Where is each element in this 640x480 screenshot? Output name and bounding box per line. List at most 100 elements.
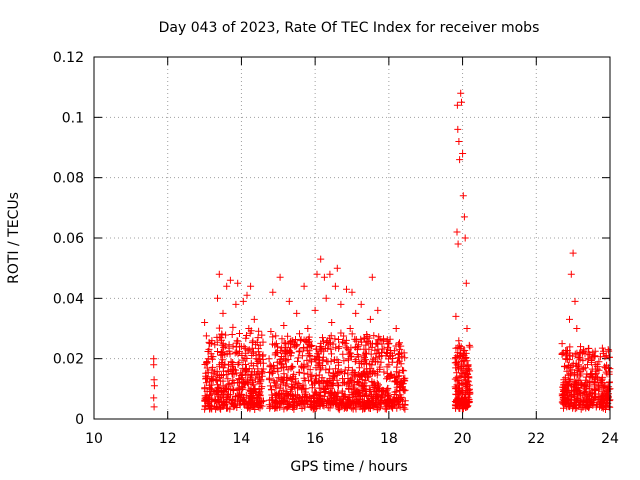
data-point: [585, 403, 592, 411]
data-point: [295, 369, 303, 377]
data-point: [374, 358, 382, 366]
data-point: [249, 379, 256, 387]
data-point: [366, 315, 374, 323]
data-point: [296, 330, 303, 338]
data-point: [394, 397, 402, 405]
data-point: [328, 350, 335, 358]
data-point: [287, 349, 295, 357]
data-point: [239, 396, 247, 404]
data-point: [254, 334, 262, 342]
data-point: [320, 377, 328, 385]
data-point: [455, 365, 462, 373]
data-point: [401, 354, 409, 362]
data-point: [458, 98, 465, 106]
data-point: [272, 340, 280, 348]
data-point: [564, 402, 572, 410]
data-point: [455, 337, 463, 345]
data-point: [295, 393, 303, 401]
data-point: [233, 337, 241, 345]
data-point: [242, 361, 249, 368]
data-point: [204, 400, 212, 407]
data-point: [571, 393, 578, 401]
data-point: [355, 389, 363, 397]
data-point: [204, 355, 212, 363]
data-point: [277, 360, 285, 368]
data-point: [309, 391, 317, 399]
data-point: [271, 405, 279, 412]
data-point: [237, 391, 245, 399]
data-point: [329, 340, 337, 348]
data-point: [394, 358, 401, 366]
data-point: [292, 342, 300, 350]
data-point: [373, 403, 381, 411]
data-point: [382, 388, 390, 396]
data-point: [217, 349, 225, 357]
data-point: [215, 324, 223, 332]
data-point: [396, 379, 404, 387]
data-point: [460, 213, 468, 221]
data-point: [562, 355, 570, 363]
data-point: [286, 388, 294, 396]
data-point: [213, 338, 221, 346]
data-point: [457, 89, 465, 97]
data-point: [293, 309, 301, 317]
data-point: [341, 379, 349, 387]
data-point: [601, 353, 609, 361]
data-point: [219, 356, 227, 364]
data-point: [207, 404, 215, 412]
data-point: [563, 403, 571, 411]
data-point: [577, 343, 584, 351]
data-point: [256, 402, 264, 409]
data-point: [296, 347, 304, 355]
data-point: [275, 374, 283, 382]
data-point: [202, 332, 210, 340]
data-point: [250, 402, 258, 410]
data-point: [203, 358, 211, 366]
data-point: [320, 273, 328, 281]
data-point: [291, 340, 299, 348]
data-point: [566, 315, 573, 323]
data-point: [225, 341, 233, 349]
data-point: [311, 306, 319, 314]
data-point: [306, 353, 314, 361]
data-point: [452, 312, 460, 320]
data-point: [598, 404, 606, 411]
data-point: [332, 344, 340, 352]
data-point: [206, 391, 214, 399]
data-point: [558, 392, 566, 400]
data-point: [377, 397, 385, 405]
data-point: [592, 373, 600, 381]
y-tick-label: 0.08: [53, 171, 84, 187]
data-point: [288, 383, 296, 391]
data-point: [300, 336, 308, 344]
data-point: [207, 350, 215, 358]
data-point: [561, 362, 569, 370]
data-point: [295, 348, 303, 356]
data-point: [315, 379, 323, 387]
data-point: [266, 382, 274, 390]
data-point: [235, 384, 243, 392]
data-point: [462, 279, 470, 287]
data-point: [391, 388, 399, 396]
data-point: [248, 352, 256, 359]
data-point: [386, 398, 393, 406]
data-point: [369, 340, 376, 348]
data-point: [304, 362, 312, 370]
data-point: [572, 386, 580, 394]
data-point: [374, 345, 382, 353]
y-tick-label: 0.1: [62, 110, 84, 126]
data-point: [380, 335, 387, 343]
data-point: [282, 346, 289, 354]
data-point: [150, 403, 158, 411]
data-point: [397, 393, 405, 401]
data-point: [369, 369, 376, 377]
data-point: [231, 349, 239, 357]
data-point: [312, 356, 320, 364]
data-point: [571, 399, 578, 406]
data-point: [235, 359, 243, 367]
data-point: [202, 379, 210, 387]
data-point: [345, 350, 353, 358]
data-point: [300, 282, 308, 290]
data-point: [330, 397, 338, 405]
data-point: [317, 364, 325, 372]
